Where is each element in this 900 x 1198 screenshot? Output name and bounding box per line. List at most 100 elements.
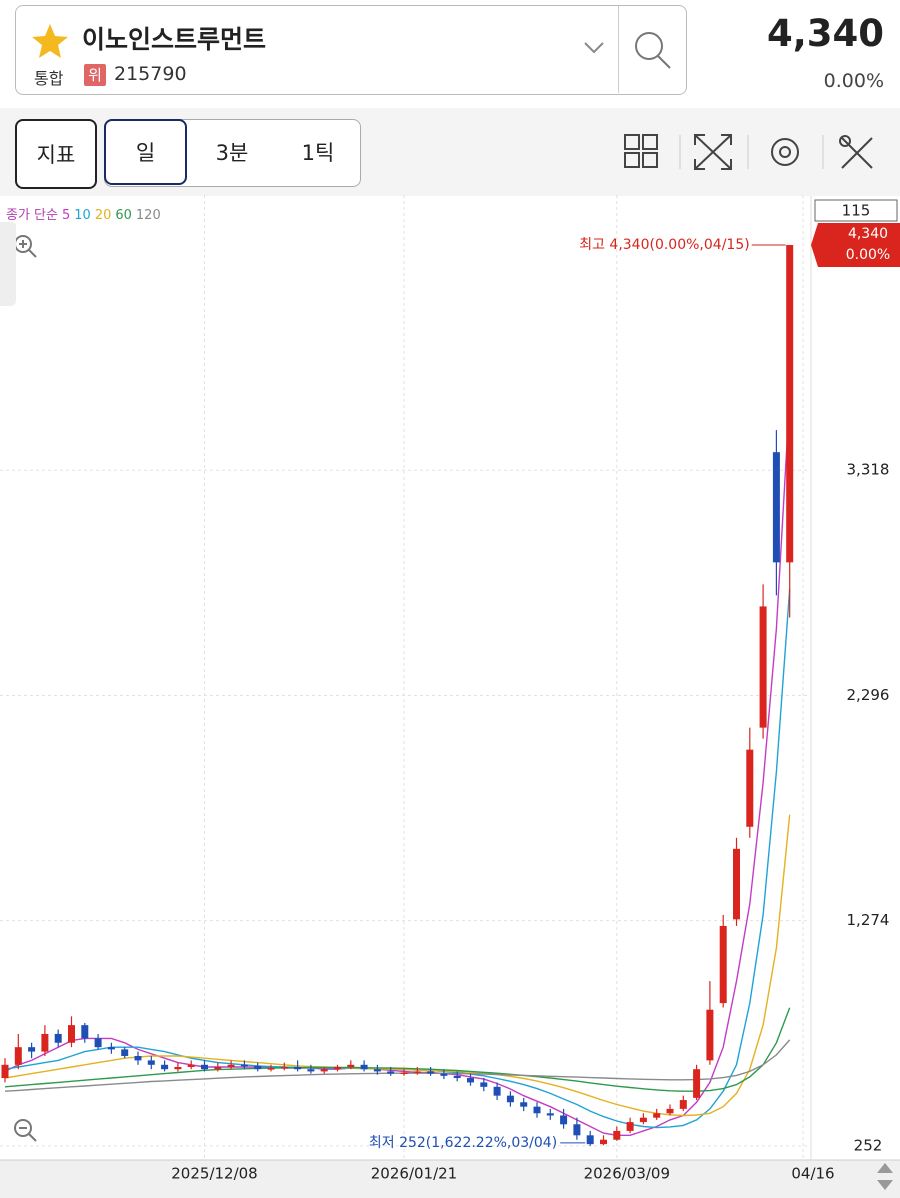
candle-body <box>679 1100 687 1109</box>
period-button[interactable]: 1틱 <box>301 141 335 165</box>
x-tick-label: 2025/12/08 <box>171 1165 257 1183</box>
candle-body <box>94 1038 102 1048</box>
legend: 종가 단순 5 10 20 60 120 <box>6 204 161 223</box>
settings-icon[interactable] <box>771 138 799 166</box>
legend-entry: 120 <box>135 208 161 223</box>
side-handle[interactable] <box>0 222 16 306</box>
badge: 위 <box>84 64 106 86</box>
x-tick-label: 2026/03/09 <box>584 1165 670 1183</box>
indicator-button[interactable]: 지표 <box>15 119 97 189</box>
candle-body <box>373 1069 381 1072</box>
visible-count: 115 <box>842 202 871 220</box>
candle-body <box>187 1064 195 1068</box>
candle-body <box>147 1060 155 1065</box>
candle-body <box>440 1073 448 1076</box>
search-button[interactable] <box>630 28 674 72</box>
count-box <box>814 199 898 222</box>
candle-body <box>267 1068 275 1070</box>
candle-body <box>613 1130 621 1140</box>
candle-body <box>174 1067 182 1070</box>
candle-body <box>107 1047 115 1050</box>
annotation-high: 최고 4,340(0.00%,04/15) <box>579 237 749 253</box>
candle-body <box>254 1065 262 1070</box>
candle-body <box>586 1135 594 1145</box>
scroll-up[interactable] <box>877 1163 893 1173</box>
candle-body <box>626 1122 634 1131</box>
candle-body <box>772 452 780 563</box>
last-price-box <box>811 223 900 268</box>
stock-code: 215790 <box>114 63 187 85</box>
candle-body <box>400 1072 408 1075</box>
zoom-in[interactable] <box>14 235 37 258</box>
y-tick-label: 252 <box>854 1136 883 1154</box>
ma-line <box>4 1039 791 1092</box>
candle-body <box>121 1049 129 1056</box>
candle-body <box>693 1069 701 1098</box>
market: 통합 <box>34 69 64 88</box>
candle-body <box>733 848 740 920</box>
divider <box>618 6 619 93</box>
candle-body <box>280 1067 288 1069</box>
candle-body <box>81 1025 89 1039</box>
candle-body <box>746 749 754 827</box>
legend-entry: 20 <box>94 208 112 223</box>
candle-body <box>546 1113 554 1116</box>
candle-body <box>334 1067 341 1070</box>
candle-body <box>639 1117 647 1123</box>
candle-body <box>653 1113 661 1118</box>
candle-body <box>240 1064 248 1067</box>
candle-body <box>493 1086 501 1096</box>
candle-body <box>706 1009 714 1061</box>
legend-title: 종가 단순 <box>6 208 58 223</box>
dropdown[interactable] <box>582 38 606 58</box>
star-icon[interactable] <box>30 22 70 60</box>
scroll-down[interactable] <box>877 1180 893 1190</box>
change: 0.00% <box>823 70 884 92</box>
zoom-out[interactable] <box>14 1119 37 1142</box>
ma-line <box>4 397 791 1136</box>
tools-icon[interactable] <box>839 135 873 169</box>
candle-body <box>134 1055 142 1061</box>
y-tick-label: 2,296 <box>847 686 890 704</box>
candle-body <box>294 1067 302 1070</box>
x-tick-label: 2026/01/21 <box>371 1165 457 1183</box>
candle-body <box>467 1078 474 1083</box>
search-box[interactable] <box>15 5 687 95</box>
candle-body <box>600 1139 607 1145</box>
y-tick-label: 1,274 <box>847 911 890 929</box>
expand-icon[interactable] <box>694 134 732 170</box>
period-button[interactable]: 3분 <box>215 141 249 165</box>
candle-body <box>387 1071 395 1074</box>
last-price: 4,340 <box>848 226 888 242</box>
candle-body <box>427 1071 435 1074</box>
last-change: 0.00% <box>846 247 890 263</box>
layout-icon[interactable] <box>624 134 658 168</box>
candle-body <box>666 1108 674 1114</box>
price: 4,340 <box>766 12 884 55</box>
candle-body <box>68 1025 75 1043</box>
y-tick-label: 3,318 <box>847 461 890 479</box>
candle-body <box>161 1064 169 1070</box>
stock-name: 이노인스트루먼트 <box>82 25 267 54</box>
legend-entry: 5 <box>61 208 71 223</box>
candle-body <box>201 1064 208 1070</box>
candle-body <box>307 1069 315 1072</box>
candle-body <box>759 606 767 728</box>
candle-body <box>480 1082 488 1087</box>
candle-body <box>520 1102 528 1107</box>
candle-body <box>14 1047 22 1065</box>
candle-body <box>719 925 727 1004</box>
legend-entry: 60 <box>115 208 132 223</box>
x-tick-label: 04/16 <box>791 1165 834 1183</box>
candle-body <box>573 1124 581 1136</box>
candle-body <box>786 245 794 563</box>
candle-body <box>320 1069 328 1072</box>
period-button[interactable]: 일 <box>104 119 187 185</box>
candle-body <box>227 1064 235 1068</box>
x-axis-bg <box>0 1160 900 1198</box>
ma-line <box>4 1007 791 1092</box>
candle-body <box>214 1067 222 1070</box>
candle-body <box>413 1071 421 1073</box>
candle-body <box>360 1064 368 1070</box>
